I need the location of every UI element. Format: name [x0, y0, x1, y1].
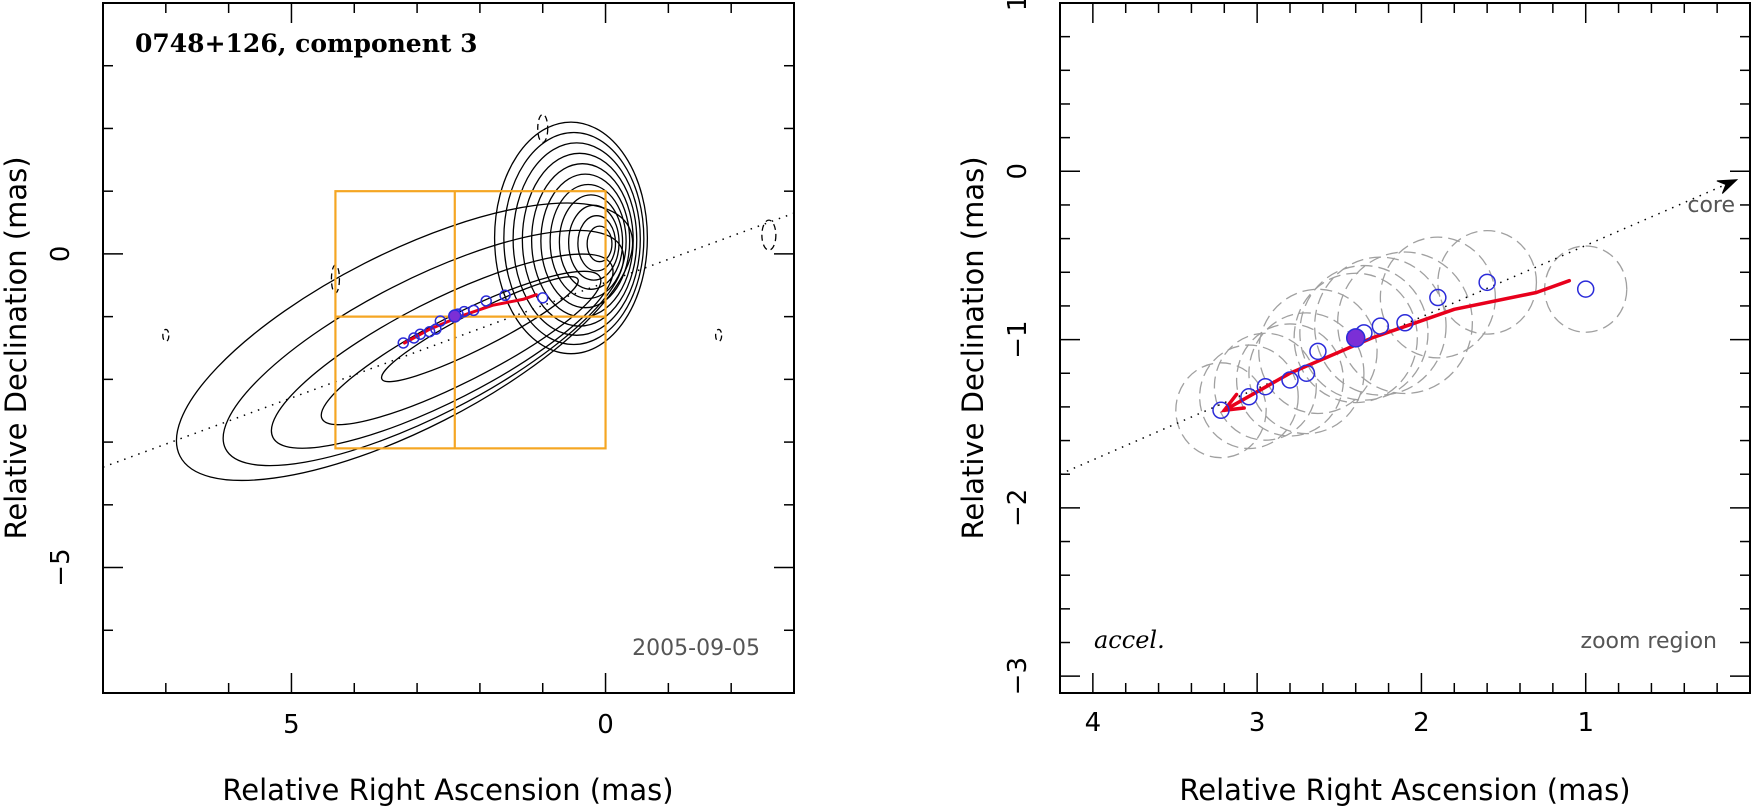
left-x-axis-label: Relative Right Ascension (mas): [222, 773, 673, 807]
left-panel: 5 0 0 −5 0748+126, component 3 2005-09-05 R…: [0, 2, 795, 807]
right-component-position: [1371, 317, 1390, 335]
component-size-circle: [1248, 312, 1365, 435]
core-contour: [586, 225, 613, 263]
left-plot-frame: [102, 2, 795, 694]
right-plot-frame: [1059, 2, 1751, 694]
right-panel: 4 3 2 1 1 0 −1 −2 −3 core accel. zoom region Rel…: [956, 0, 1751, 807]
component-size-circle: [1437, 229, 1538, 335]
component-size-circle: [1299, 264, 1429, 401]
negative-contour: [714, 328, 723, 343]
right-trajectory: [1222, 278, 1572, 413]
right-component-position: [1429, 288, 1447, 307]
right-component-position: [1297, 364, 1316, 382]
core-contour: [549, 183, 627, 300]
component-size-circle: [1175, 362, 1267, 459]
negative-contour: [761, 219, 777, 251]
right-component-position: [1576, 280, 1595, 298]
jet-contour: [320, 270, 602, 426]
zoom-region-label: zoom region: [1581, 629, 1717, 654]
right-component-position: [1212, 401, 1230, 420]
right-component-position: [1396, 314, 1414, 332]
right-component-position: [1281, 371, 1299, 389]
component-size-circle: [1543, 245, 1628, 333]
component-size-circle: [1213, 332, 1317, 441]
core-contour: [493, 121, 649, 355]
left-component-position: [499, 289, 511, 302]
left-x-tick-label: 0: [597, 710, 614, 740]
left-x-tick-label: 5: [283, 710, 300, 740]
component-size-circle: [1336, 251, 1474, 395]
component-size-circle: [1379, 236, 1497, 359]
epoch-label: 2005-09-05: [632, 636, 760, 661]
core-contour: [577, 215, 617, 272]
left-current-epoch-position: [448, 309, 462, 323]
left-component-position: [467, 304, 480, 317]
component-size-ellipses: [1059, 179, 1739, 475]
left-y-tick-label: 0: [46, 246, 76, 263]
right-y-tick-label: 1: [1003, 0, 1033, 11]
core-contour: [540, 173, 631, 309]
component-size-circle: [1235, 323, 1345, 437]
left-component-position: [408, 332, 420, 344]
core-contour: [503, 131, 645, 346]
right-component-position: [1309, 342, 1327, 361]
right-component-position: [1256, 377, 1275, 396]
accel-label: accel.: [1094, 626, 1165, 654]
component-size-circle: [1293, 272, 1418, 404]
right-current-epoch-position: [1345, 328, 1366, 348]
left-component-position: [423, 325, 436, 338]
left-component-position: [480, 295, 492, 307]
right-x-tick-label: 3: [1249, 708, 1266, 738]
left-trajectory: [403, 293, 538, 345]
zoom-region-box: [334, 190, 607, 450]
right-component-position: [1240, 388, 1258, 406]
core-direction-arrow: [1716, 179, 1739, 194]
right-x-axis-label: Relative Right Ascension (mas): [1179, 773, 1630, 807]
left-title: 0748+126, component 3: [135, 29, 478, 58]
component-size-circle: [1258, 288, 1378, 415]
right-trajectory-arrowhead: [1220, 392, 1246, 413]
core-contour: [558, 194, 624, 290]
right-y-axis-label: Relative Declination (mas): [956, 156, 990, 539]
jet-contour: [222, 229, 625, 467]
core-contour: [521, 152, 638, 327]
left-component-position: [434, 315, 447, 327]
contour-map: [102, 113, 795, 482]
left-y-axis-label: Relative Declination (mas): [0, 156, 33, 539]
right-x-tick-label: 4: [1085, 708, 1102, 738]
negative-contour: [162, 328, 170, 343]
left-component-position: [536, 292, 549, 304]
jet-contour: [175, 202, 634, 482]
jet-contour: [270, 253, 614, 449]
negative-contour: [537, 113, 549, 144]
core-contour: [512, 142, 641, 336]
right-x-tick-label: 1: [1577, 708, 1594, 738]
right-y-tick-label: −1: [1003, 320, 1033, 358]
right-y-tick-label: −3: [1003, 657, 1033, 695]
left-component-position: [397, 337, 410, 349]
right-x-tick-label: 2: [1413, 708, 1430, 738]
right-axis-ticks: 4 3 2 1 1 0 −1 −2 −3: [1003, 0, 1751, 738]
right-component-position: [1478, 273, 1496, 292]
right-y-tick-label: 0: [1003, 163, 1033, 180]
jet-ridge-line: [1059, 179, 1738, 475]
right-y-tick-label: −2: [1003, 489, 1033, 527]
core-label: core: [1687, 193, 1735, 218]
left-axis-ticks: 5 0 0 −5: [46, 2, 795, 740]
left-y-tick-label: −5: [46, 548, 76, 586]
jet-ridge-line: [102, 212, 795, 468]
